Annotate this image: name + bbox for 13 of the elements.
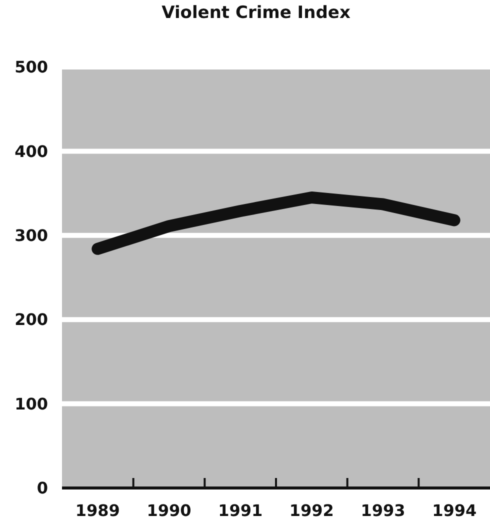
y-tick-label: 300 xyxy=(14,226,48,245)
y-tick-label: 200 xyxy=(14,310,48,330)
x-tick-label: 1992 xyxy=(289,501,334,520)
y-tick-label: 100 xyxy=(14,394,48,414)
y-tick-label: 500 xyxy=(14,58,48,77)
chart-title: Violent Crime Index xyxy=(162,3,350,23)
x-tick-label: 1994 xyxy=(432,501,477,520)
x-tick-label: 1991 xyxy=(218,501,263,520)
x-tick-label: 1989 xyxy=(75,501,120,520)
x-tick-label: 1990 xyxy=(146,501,192,520)
y-tick-label: 400 xyxy=(14,142,48,161)
y-tick-label: 0 xyxy=(36,478,48,498)
x-tick-label: 1993 xyxy=(360,501,406,520)
